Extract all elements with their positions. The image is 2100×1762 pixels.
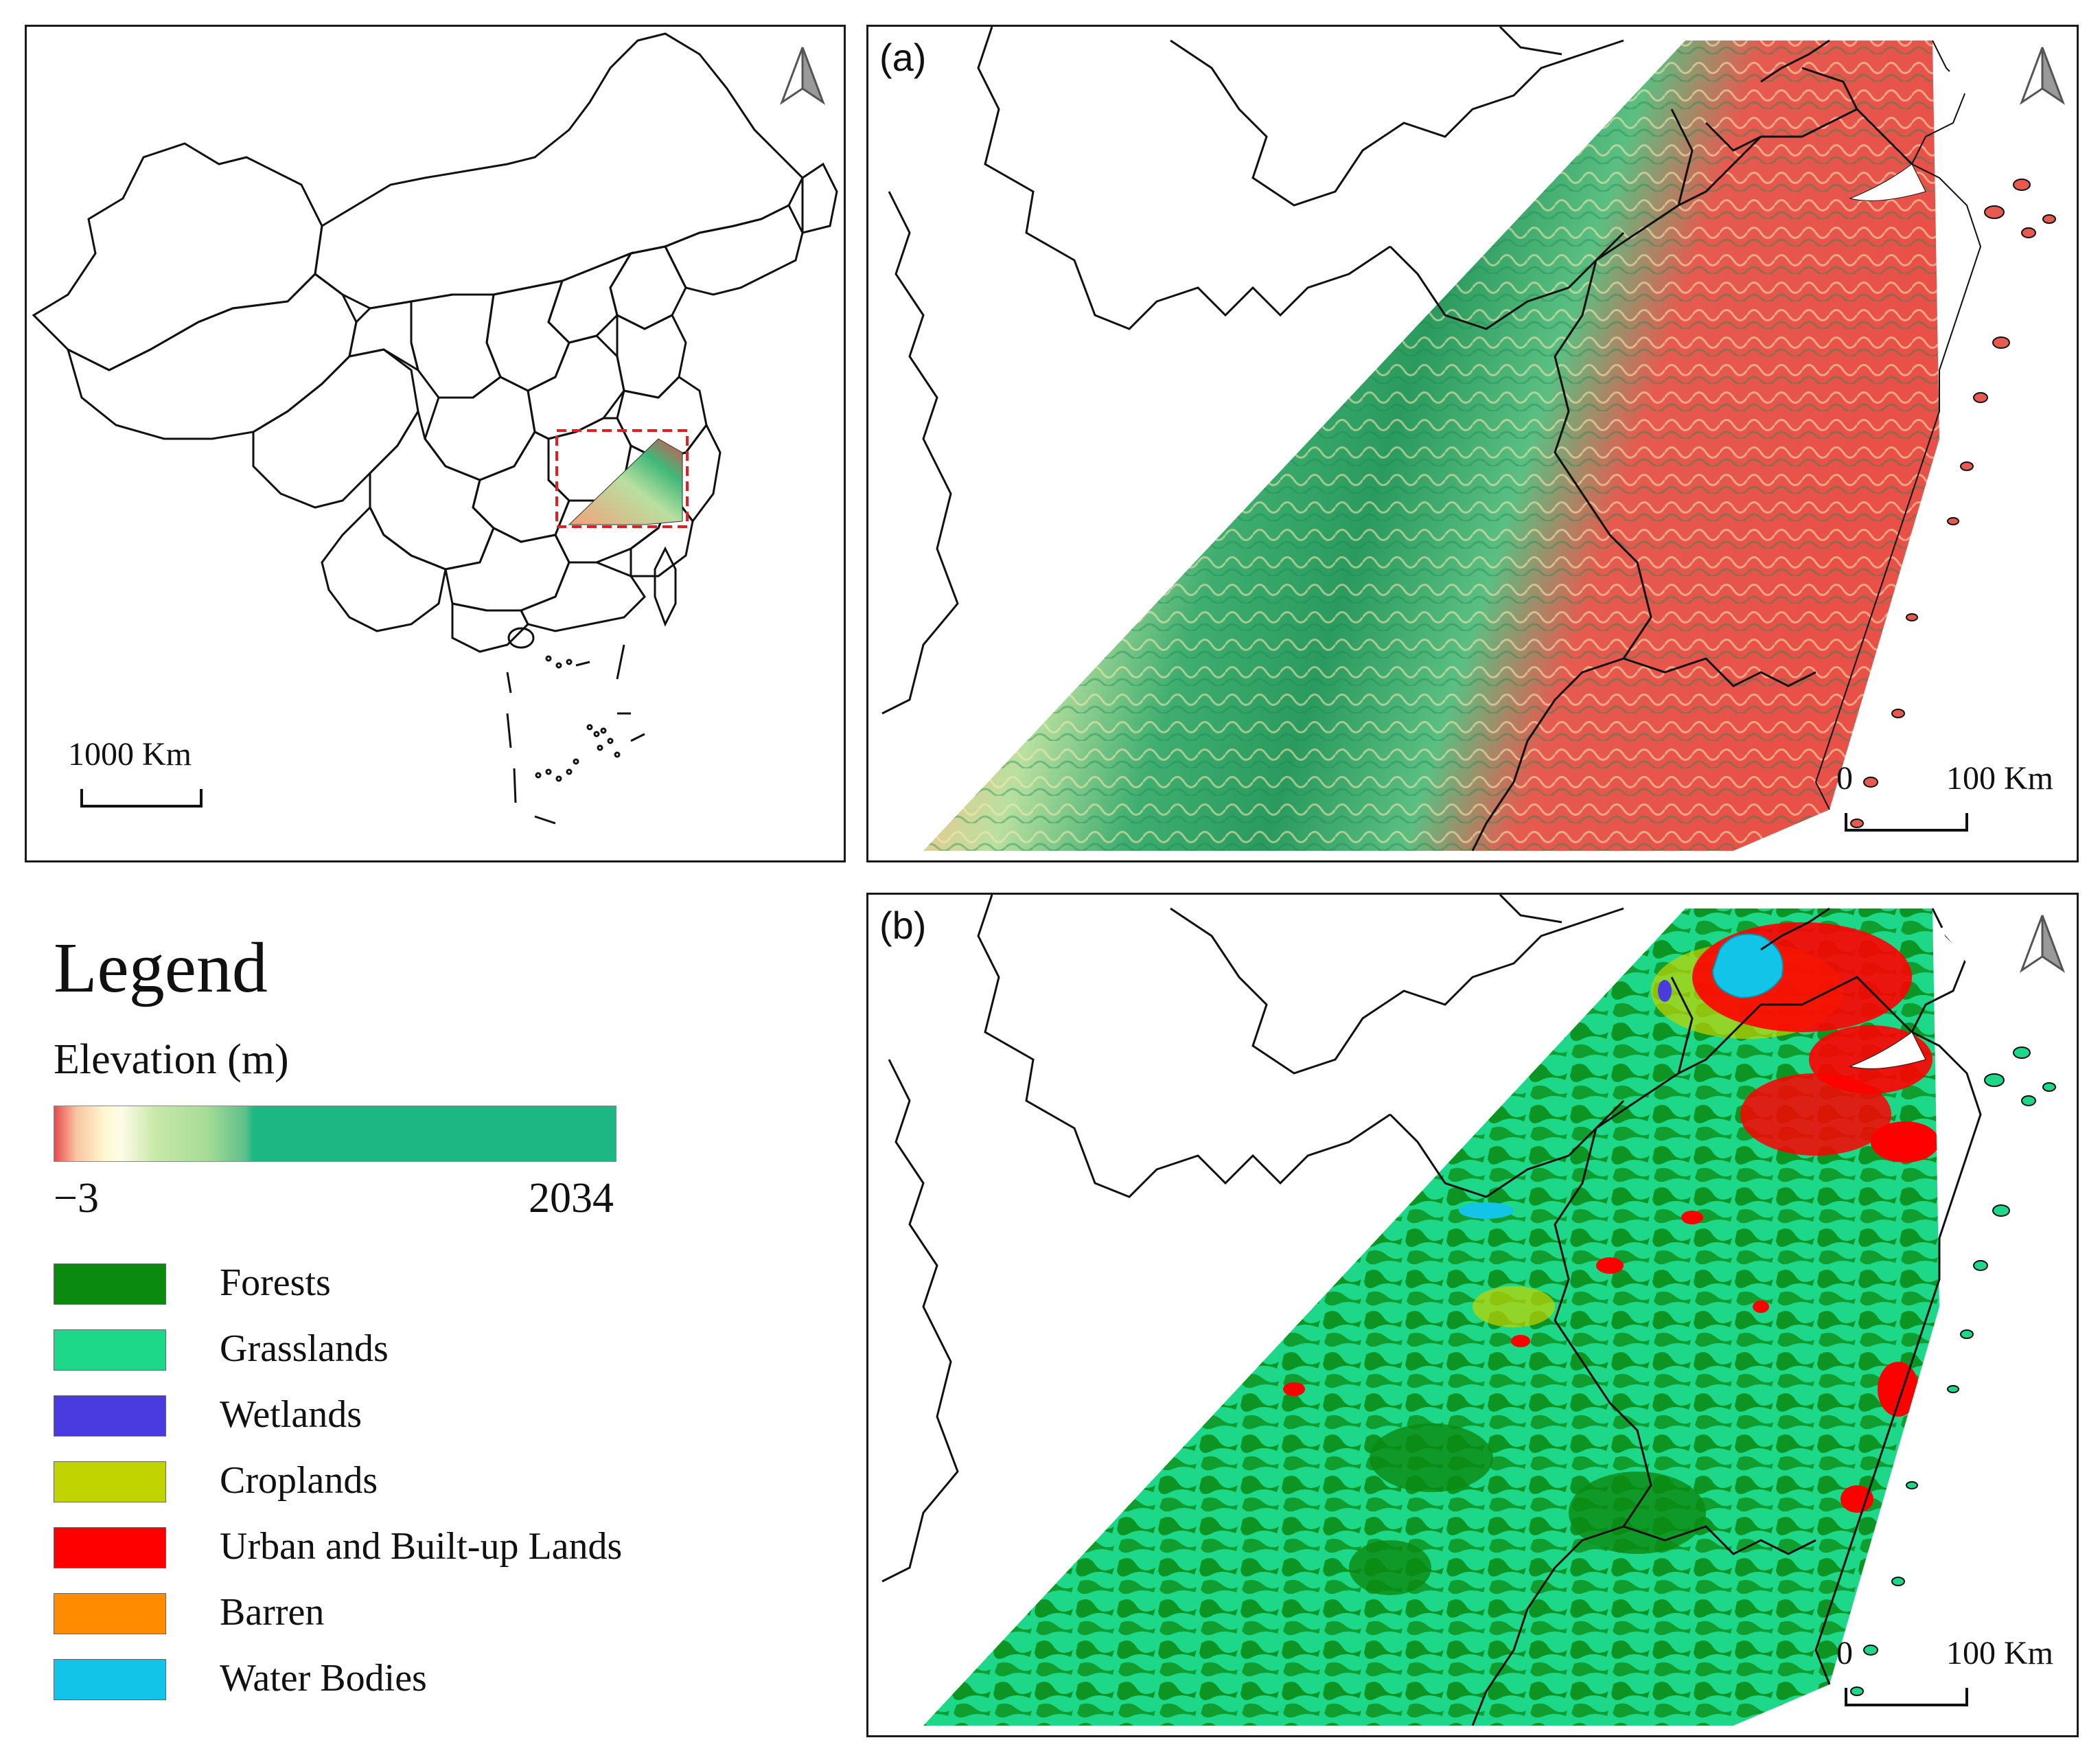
legend-label: Urban and Built-up Lands <box>220 1525 623 1568</box>
map-b-land-cover: 0 100 Km (b) <box>866 893 2079 1737</box>
scale-bar-zero: 0 <box>1836 760 1853 797</box>
study-area-inset <box>568 438 683 525</box>
legend-swatch <box>54 1395 166 1437</box>
legend-swatch <box>54 1593 166 1634</box>
legend-label: Barren <box>220 1591 325 1634</box>
river-mouth-a <box>1946 68 1981 102</box>
china-outline-map: 1000 Km <box>32 32 838 825</box>
legend-item-water-bodies: Water Bodies <box>54 1657 809 1703</box>
panel-label-b: (b) <box>879 904 927 947</box>
north-arrow-icon <box>779 47 826 105</box>
elevation-color-ramp <box>54 1106 616 1162</box>
inset-box <box>555 429 689 528</box>
scale-bar-label: 1000 Km <box>68 736 192 773</box>
legend-label: Forests <box>220 1261 331 1304</box>
legend-swatch <box>54 1329 166 1371</box>
legend-item-grasslands: Grasslands <box>54 1327 809 1373</box>
elevation-max-label: 2034 <box>529 1175 614 1222</box>
elevation-legend-title: Elevation (m) <box>54 1036 289 1083</box>
province-boundaries <box>32 32 838 653</box>
river-mouth-b <box>1939 922 1981 963</box>
legend-label: Grasslands <box>220 1327 389 1370</box>
elevation-min-label: −3 <box>54 1175 99 1222</box>
land-cover-map: 0 100 Km <box>881 895 2066 1726</box>
map-a-elevation: 0 100 Km (a) <box>866 25 2079 862</box>
legend-swatch <box>54 1527 166 1568</box>
elevation-map: 0 100 Km <box>881 27 2066 851</box>
elevation-texture <box>923 41 1939 851</box>
legend-swatch <box>54 1659 166 1700</box>
legend: Legend Elevation (m) −3 2034 Forests Gra… <box>25 893 846 1737</box>
scale-bar-label: 100 Km <box>1946 1635 2053 1671</box>
scale-bar-b: 0 100 Km <box>1836 1635 2053 1706</box>
province-boundaries-b <box>881 895 1982 1726</box>
estuary-b <box>1849 1031 1926 1069</box>
estuary-a <box>1849 163 1926 201</box>
scale-bar-a: 0 100 Km <box>1836 760 2053 832</box>
legend-label: Water Bodies <box>220 1657 427 1700</box>
legend-item-croplands: Croplands <box>54 1459 809 1505</box>
north-arrow-icon <box>2019 47 2066 105</box>
north-arrow-icon <box>2019 915 2066 973</box>
scale-bar: 1000 Km <box>68 736 203 808</box>
legend-swatch <box>54 1461 166 1502</box>
legend-title: Legend <box>54 928 268 1007</box>
islands <box>506 546 677 825</box>
legend-item-barren: Barren <box>54 1591 809 1637</box>
lake <box>1711 933 1784 999</box>
legend-item-wetlands: Wetlands <box>54 1393 809 1439</box>
legend-label: Croplands <box>220 1459 378 1502</box>
scale-bar-zero: 0 <box>1836 1635 1853 1671</box>
province-boundaries-a <box>881 27 1913 851</box>
legend-label: Wetlands <box>220 1393 362 1436</box>
coastal-islands-b <box>1850 1046 2056 1696</box>
scale-bar-label: 100 Km <box>1946 760 2053 797</box>
overview-map: 1000 Km <box>25 25 846 862</box>
legend-item-urban: Urban and Built-up Lands <box>54 1525 809 1571</box>
panel-label-a: (a) <box>879 36 927 79</box>
legend-swatch <box>54 1263 166 1305</box>
coastal-islands-a <box>1814 40 2056 828</box>
legend-item-forests: Forests <box>54 1261 809 1307</box>
